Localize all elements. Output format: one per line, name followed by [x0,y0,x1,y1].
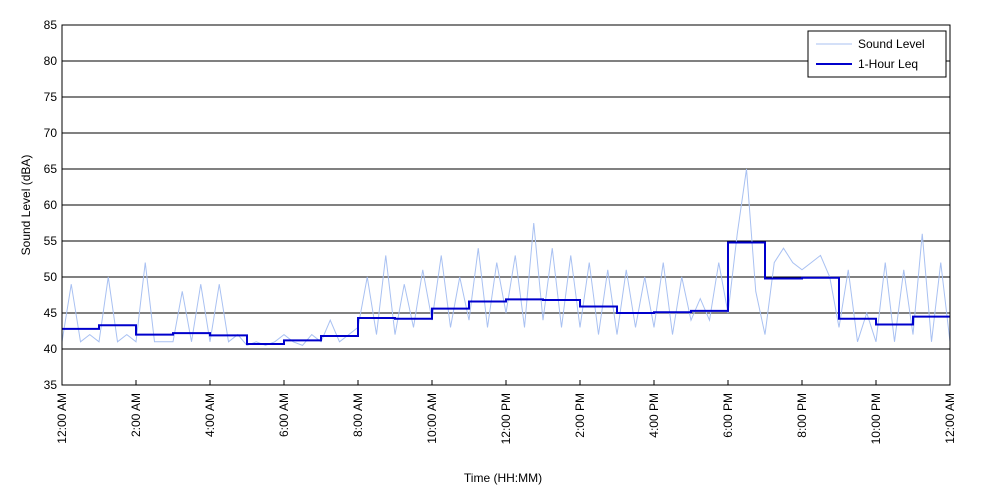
y-tick-label: 70 [44,126,58,140]
legend-label: 1-Hour Leq [858,57,918,71]
y-tick-label: 55 [44,234,58,248]
y-tick-label: 50 [44,270,58,284]
x-tick-label: 2:00 AM [129,393,143,437]
x-tick-label: 6:00 AM [277,393,291,437]
x-tick-label: 12:00 AM [943,393,957,444]
x-tick-label: 2:00 PM [573,393,587,438]
x-tick-label: 4:00 AM [203,393,217,437]
x-tick-label: 8:00 AM [351,393,365,437]
y-tick-label: 35 [44,378,58,392]
y-tick-label: 40 [44,342,58,356]
data-line [61,168,951,346]
x-tick-label: 8:00 PM [795,393,809,438]
y-tick-label: 45 [44,306,58,320]
x-tick-label: 12:00 AM [55,393,69,444]
y-axis-label: Sound Level (dBA) [19,155,33,256]
legend-box [807,30,947,78]
step-line [62,241,950,345]
y-tick-label: 60 [44,198,58,212]
x-tick-label: 10:00 PM [869,393,883,444]
x-tick-label: 6:00 PM [721,393,735,438]
legend-label: Sound Level [858,37,925,51]
x-tick-label: 4:00 PM [647,393,661,438]
x-tick-label: 12:00 PM [499,393,513,444]
y-tick-label: 80 [44,54,58,68]
plot-frame [61,24,951,386]
x-tick-label: 10:00 AM [425,393,439,444]
x-axis-label: Time (HH:MM) [464,471,542,485]
y-tick-label: 75 [44,90,58,104]
y-tick-label: 85 [44,18,58,32]
y-tick-label: 65 [44,162,58,176]
